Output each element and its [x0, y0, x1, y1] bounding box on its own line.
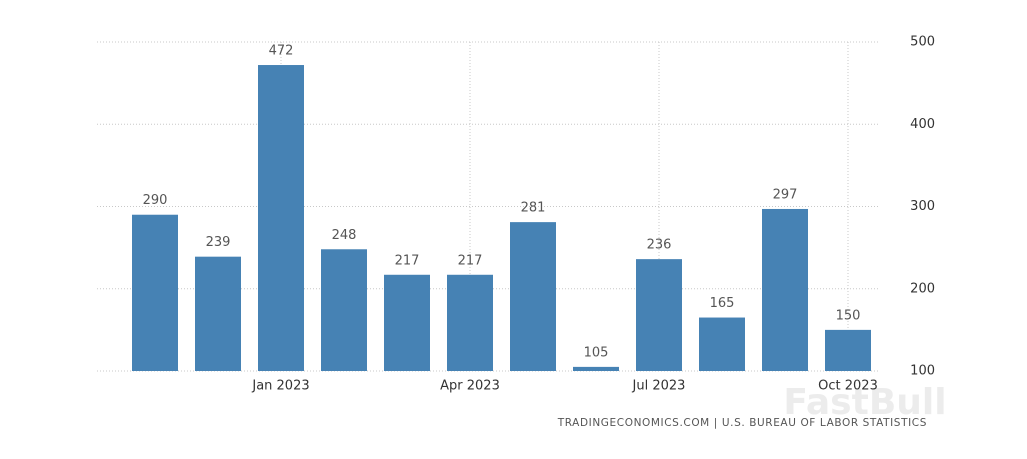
bar [132, 214, 178, 371]
y-tick-label: 100 [910, 364, 935, 379]
data-label: 472 [269, 44, 294, 59]
y-tick-label: 300 [910, 199, 935, 214]
watermark: FastBull [783, 382, 946, 423]
data-label: 165 [710, 296, 735, 311]
x-tick-label: Apr 2023 [440, 379, 500, 394]
bar [510, 222, 556, 371]
data-label: 217 [458, 253, 483, 268]
bar [195, 256, 241, 371]
bar [636, 259, 682, 371]
data-label: 217 [395, 253, 420, 268]
data-label: 281 [521, 201, 546, 216]
data-label: 297 [773, 187, 798, 202]
bar [573, 366, 619, 371]
source: TRADINGECONOMICS.COM | U.S. BUREAU OF LA… [557, 417, 927, 429]
bar [258, 65, 304, 371]
y-tick-label: 500 [910, 35, 935, 50]
data-label: 236 [647, 238, 672, 253]
bar [447, 274, 493, 371]
data-label: 150 [836, 308, 861, 323]
x-tick-label: Oct 2023 [818, 379, 878, 394]
x-tick-label: Jan 2023 [251, 379, 309, 394]
y-tick-label: 200 [910, 281, 935, 296]
bar [321, 249, 367, 371]
bar [825, 329, 871, 371]
bar [762, 208, 808, 371]
data-label: 248 [332, 228, 357, 243]
data-label: 239 [206, 235, 231, 250]
x-tick-label: Jul 2023 [632, 379, 686, 394]
y-tick-label: 400 [910, 117, 935, 132]
data-label: 105 [584, 345, 609, 360]
data-label: 290 [143, 193, 168, 208]
bar [699, 317, 745, 371]
bar [384, 274, 430, 371]
